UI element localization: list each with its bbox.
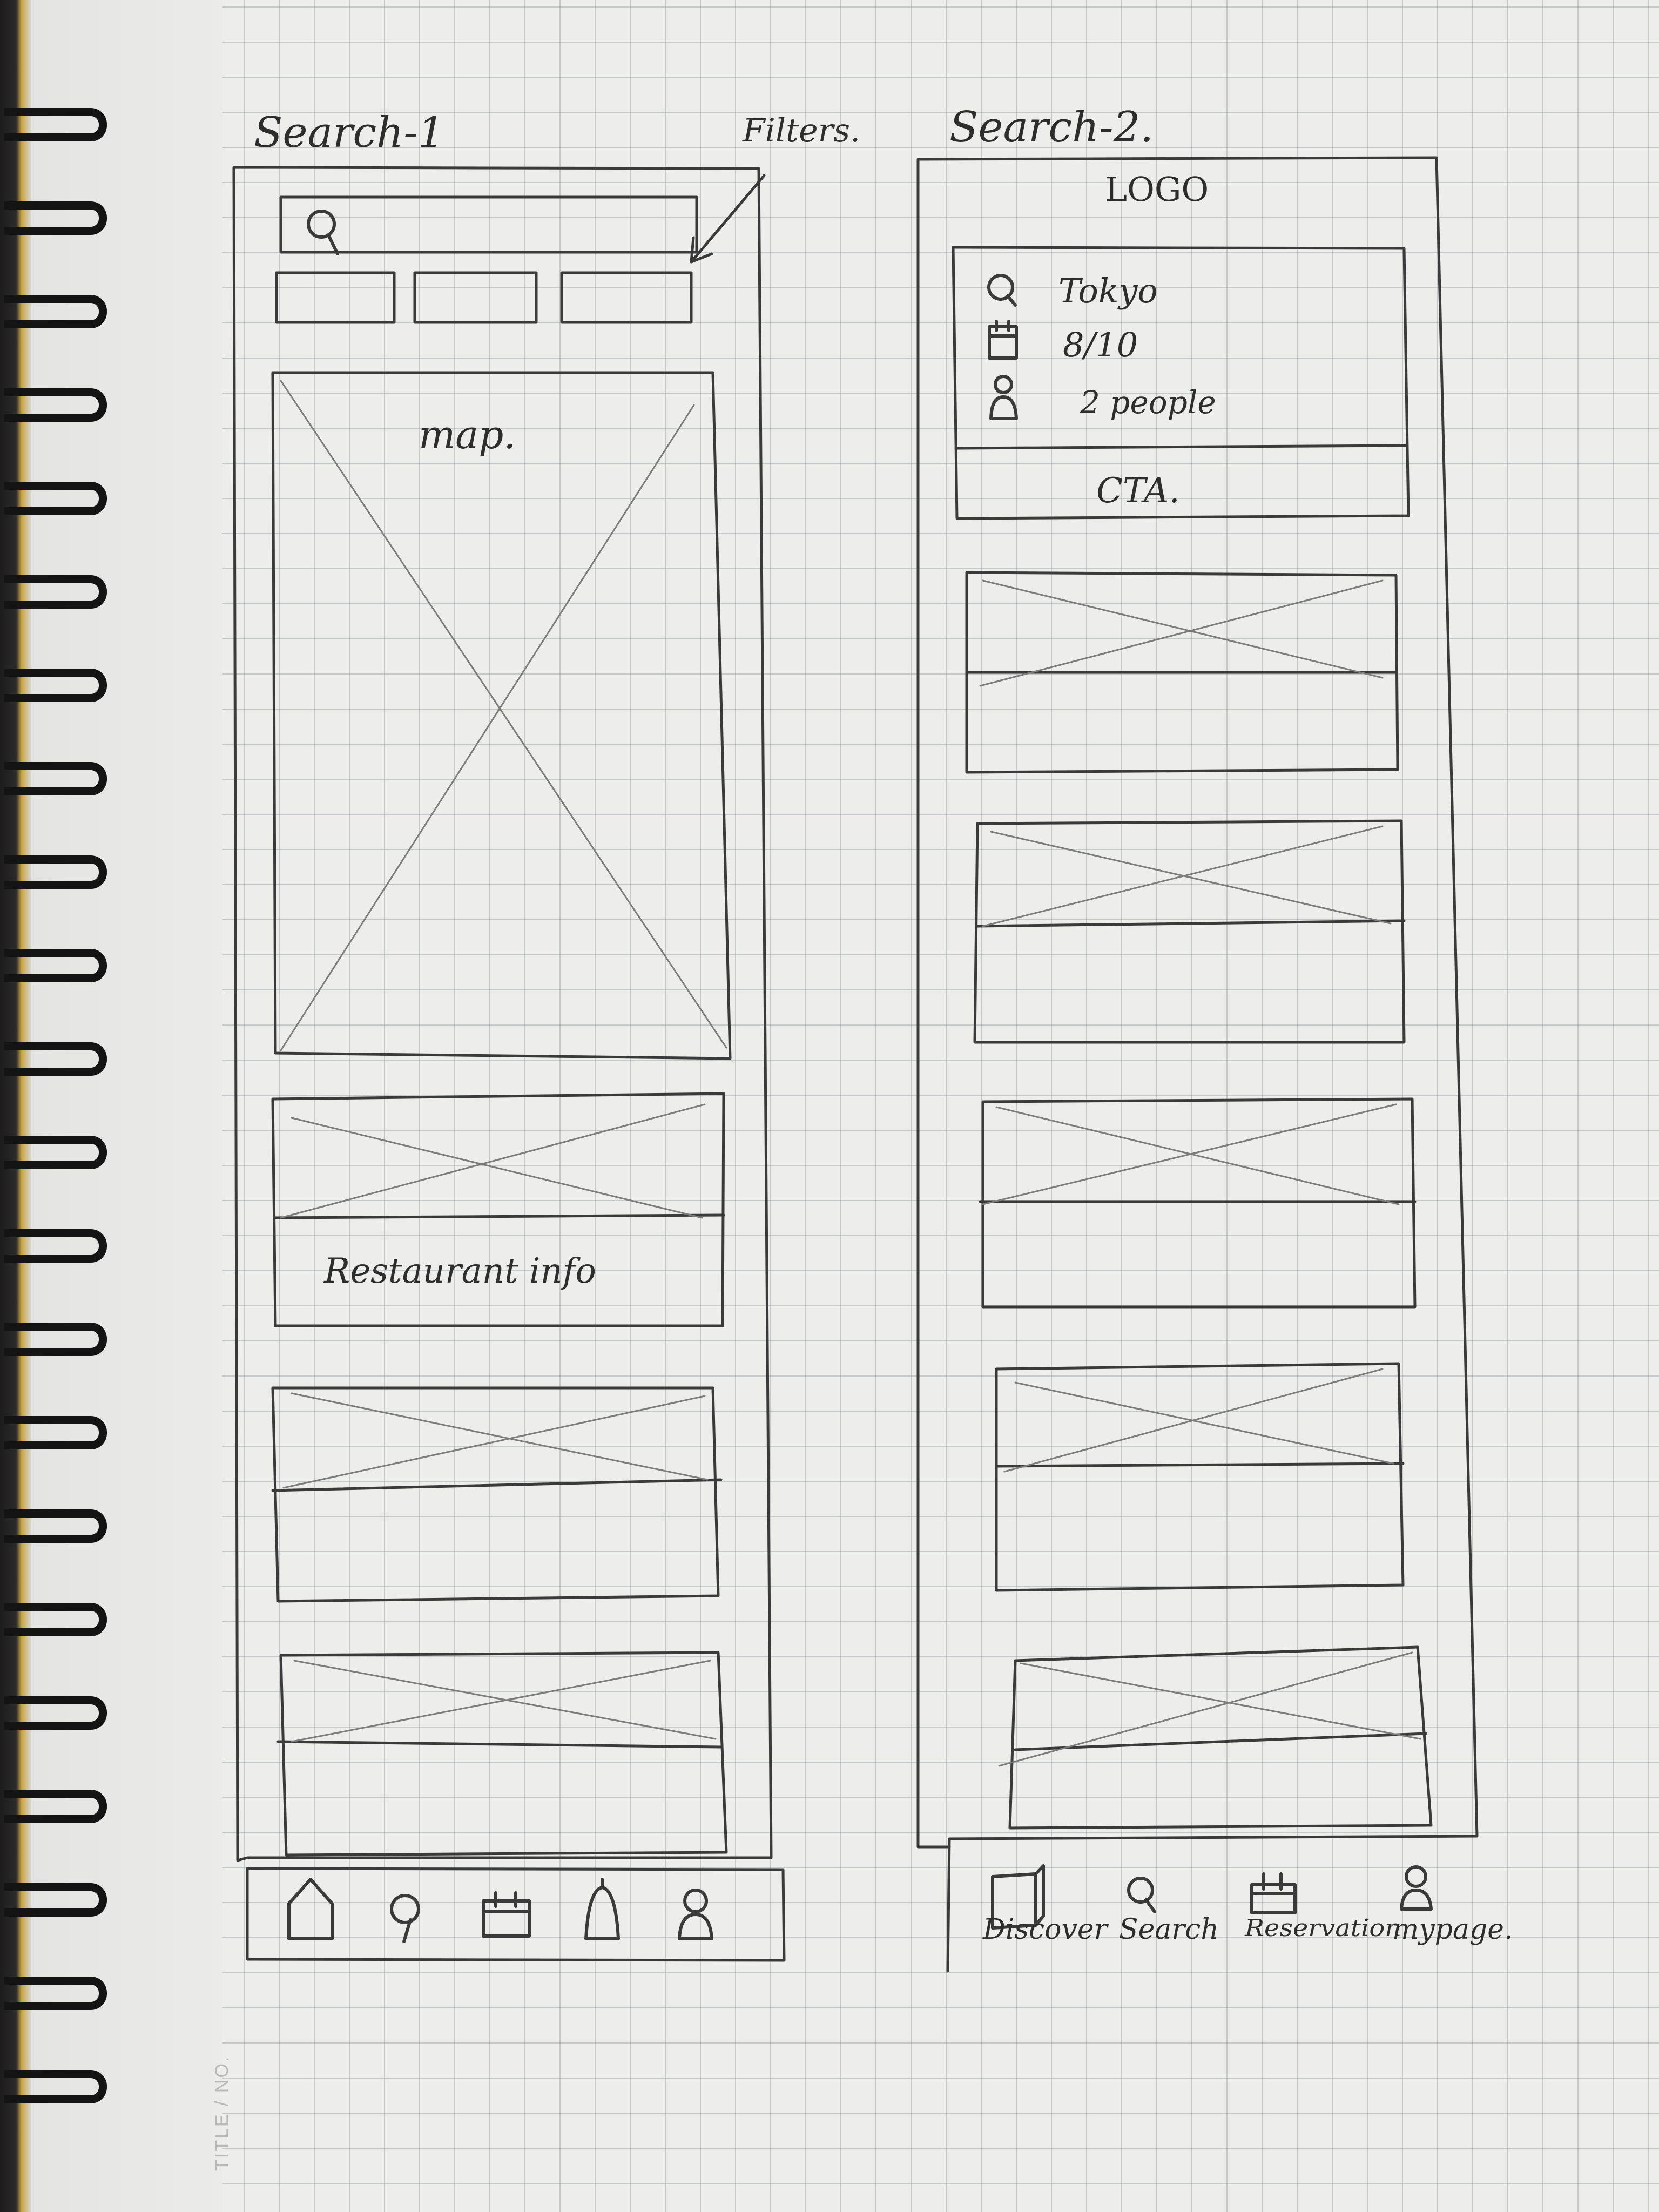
screen1-title: Search-1 xyxy=(254,109,444,157)
spiral-ring xyxy=(4,1883,107,1917)
screen2-title: Search-2. xyxy=(949,103,1154,152)
profile-icon[interactable] xyxy=(1400,1865,1433,1911)
spiral-ring xyxy=(4,2070,107,2103)
screen1-search-bar[interactable] xyxy=(279,195,698,254)
spiral-ring xyxy=(4,482,107,515)
spiral-ring xyxy=(4,762,107,795)
restaurant-info-label: Restaurant info xyxy=(323,1251,596,1291)
spiral-ring xyxy=(4,1977,107,2010)
spiral-ring xyxy=(4,388,107,422)
profile-icon[interactable] xyxy=(678,1889,713,1940)
logo: LOGO xyxy=(1105,170,1209,209)
filter-chip-3[interactable] xyxy=(560,271,693,324)
notebook-margin xyxy=(0,0,222,2212)
result-card[interactable] xyxy=(965,571,1399,774)
guests-field[interactable]: 2 people xyxy=(1080,384,1216,421)
date-field[interactable]: 8/10 xyxy=(1063,325,1138,365)
calendar-icon[interactable] xyxy=(1250,1872,1297,1914)
map-placeholder[interactable] xyxy=(271,371,732,1060)
profile-icon xyxy=(989,375,1018,420)
spiral-ring xyxy=(4,1136,107,1169)
tab-search[interactable]: Search xyxy=(1119,1913,1219,1946)
spiral-ring xyxy=(4,1509,107,1543)
spiral-ring xyxy=(4,1416,107,1449)
spiral-ring xyxy=(4,1603,107,1636)
bell-icon[interactable] xyxy=(584,1878,620,1940)
screen1-wireframe: Search-1 Filters. map. Restauran xyxy=(232,109,860,1962)
spiral-ring xyxy=(4,1696,107,1730)
spiral-ring xyxy=(4,295,107,328)
result-card[interactable] xyxy=(995,1362,1405,1592)
spiral-ring xyxy=(4,1323,107,1356)
tab-reservation[interactable]: Reservation xyxy=(1244,1914,1401,1942)
search-card xyxy=(952,246,1410,520)
spiral-ring xyxy=(4,1790,107,1823)
screen2-wireframe: Search-2. LOGO Tokyo 8/10 2 people CTA. xyxy=(916,103,1513,1973)
notebook-spine xyxy=(0,0,31,2212)
calendar-icon xyxy=(988,320,1018,360)
tab-mypage[interactable]: mypage. xyxy=(1392,1913,1513,1946)
discover-icon[interactable] xyxy=(991,1864,1045,1930)
filters-annotation: Filters. xyxy=(742,112,860,150)
restaurant-card[interactable] xyxy=(271,1386,723,1603)
search-icon[interactable] xyxy=(390,1894,420,1943)
result-card[interactable] xyxy=(973,819,1406,1044)
home-icon[interactable] xyxy=(287,1878,334,1940)
screen1-tab-bar xyxy=(246,1867,786,1962)
spiral-ring xyxy=(4,575,107,609)
result-card[interactable] xyxy=(998,1645,1433,1830)
screen1-frame xyxy=(232,166,773,1862)
search-icon[interactable] xyxy=(1127,1877,1156,1913)
location-field[interactable]: Tokyo xyxy=(1058,271,1158,311)
spiral-ring xyxy=(4,855,107,889)
restaurant-card[interactable] xyxy=(271,1092,725,1327)
screen2-frame xyxy=(916,156,1479,1973)
result-card[interactable] xyxy=(979,1097,1417,1309)
spiral-ring xyxy=(4,201,107,235)
spiral-ring xyxy=(4,949,107,982)
spiral-ring xyxy=(4,1042,107,1076)
cta-button[interactable]: CTA. xyxy=(1096,471,1180,511)
map-label: map. xyxy=(419,412,516,457)
calendar-icon[interactable] xyxy=(482,1891,531,1938)
spiral-ring xyxy=(4,669,107,702)
spiral-ring xyxy=(4,1229,107,1263)
search-icon xyxy=(307,210,339,255)
filters-arrow xyxy=(690,174,766,264)
tab-discover[interactable]: Discover xyxy=(982,1913,1109,1946)
filter-chip-1[interactable] xyxy=(275,271,396,324)
filter-chip-2[interactable] xyxy=(413,271,538,324)
spiral-ring xyxy=(4,108,107,141)
restaurant-card[interactable] xyxy=(276,1651,728,1857)
search-icon xyxy=(987,274,1017,307)
